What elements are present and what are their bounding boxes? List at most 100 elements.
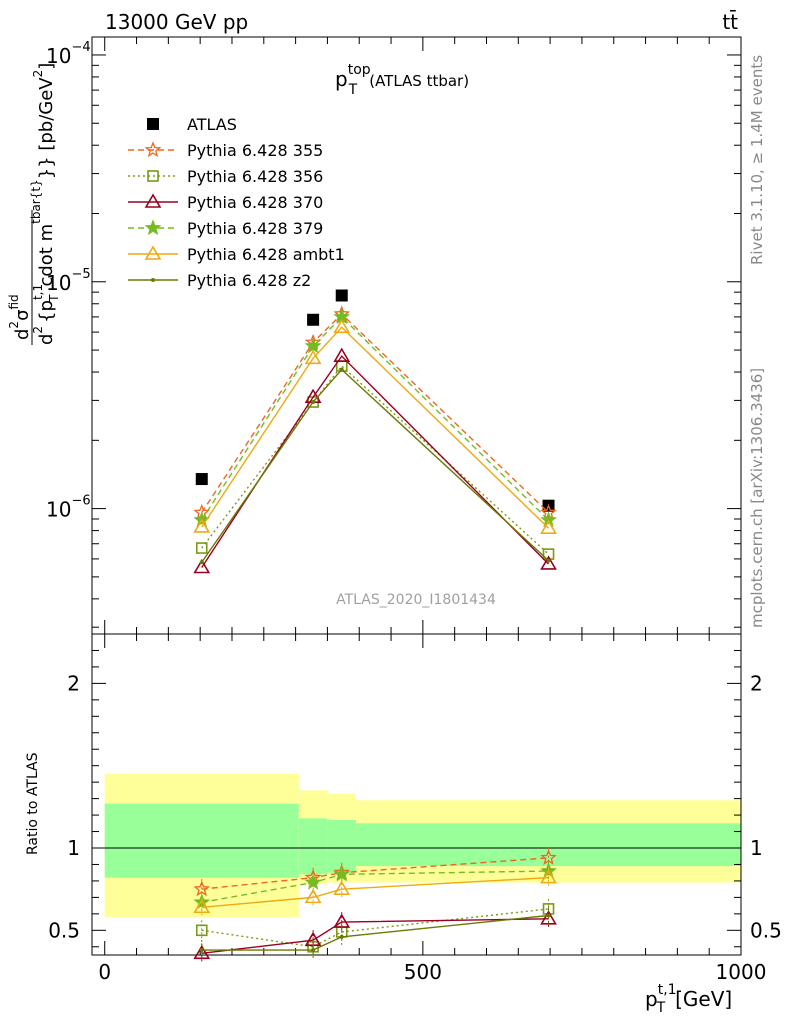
point-p370	[333, 347, 351, 362]
ratio-point-p355	[193, 880, 211, 897]
rivet-label: Rivet 3.1.10, ≥ 1.4M events	[748, 55, 766, 265]
ratio-point-ambt1	[333, 880, 351, 895]
x-label-unit: [GeV]	[675, 987, 732, 1011]
ratio-line-ambt1	[201, 876, 549, 908]
legend-item-p379: Pythia 6.428 379	[128, 219, 323, 238]
ratio-line-p370	[201, 918, 549, 955]
ratio-y-tick-label: 1	[67, 836, 80, 860]
point-z2	[339, 367, 344, 372]
legend-item-p356: Pythia 6.428 356	[128, 167, 323, 186]
ratio-y-tick-label: 2	[67, 671, 80, 695]
y-label-denominator: d2{pt,1 Tcdot mtbar{t}}} [pb/GeV2]	[29, 63, 61, 345]
x-label-sup: t,1	[658, 982, 677, 998]
ratio-series-z2	[199, 905, 551, 961]
ratio-line-p356	[201, 908, 549, 948]
series-p355	[193, 305, 557, 520]
band-inner	[298, 818, 328, 875]
ratio-point-p356	[195, 924, 208, 937]
band-inner	[104, 803, 299, 878]
legend-marker-ambt1	[144, 245, 162, 260]
main-plot-layer: 10−6 10−5 10−4	[46, 36, 742, 635]
ratio-point-p355	[540, 849, 557, 865]
legend-item-atlas: ATLAS	[147, 115, 237, 134]
point-ambt1	[193, 518, 211, 533]
legend-marker-atlas	[147, 118, 159, 130]
ratio-plot-layer: 0.5 0.5 1 1 2 2 0 500 1000	[48, 633, 782, 984]
point-p379	[304, 337, 322, 354]
ratio-y-label: Ratio to ATLAS	[25, 752, 41, 855]
y-tick-label: 10−4	[46, 40, 91, 68]
legend: ATLAS Pythia 6.428 355 Pythia 6.428 356 Pyt…	[128, 115, 345, 290]
legend-item-p355: Pythia 6.428 355	[128, 141, 323, 160]
point-atlas	[335, 289, 348, 302]
x-label-p: p	[645, 987, 658, 1011]
main-title-sup: top	[348, 62, 371, 78]
point-ambt1	[304, 349, 322, 365]
ratio-point-ambt1	[193, 898, 211, 914]
ratio-y-tick-label-right: 0.5	[750, 918, 782, 942]
y-tick-label: 10−6	[46, 494, 91, 522]
legend-label-z2: Pythia 6.428 z2	[187, 271, 311, 290]
legend-label-p356: Pythia 6.428 356	[187, 167, 323, 186]
legend-marker-z2	[151, 278, 155, 282]
point-p379	[540, 511, 557, 528]
legend-label-p370: Pythia 6.428 370	[187, 193, 323, 212]
main-title-p: p	[335, 67, 348, 91]
point-ambt1	[333, 318, 351, 334]
mcplots-label: mcplots.cern.ch [arXiv:1306.3436]	[748, 368, 766, 628]
point-ambt1	[540, 519, 557, 534]
series-line-z2	[201, 368, 550, 563]
legend-item-ambt1: Pythia 6.428 ambt1	[128, 245, 345, 264]
ratio-line-p355	[201, 857, 549, 890]
y-tick-label: 10−5	[46, 267, 91, 295]
series-line-ambt1	[201, 326, 550, 529]
legend-item-z2: Pythia 6.428 z2	[128, 271, 311, 290]
ratio-y-tick-label: 0.5	[48, 918, 80, 942]
ratio-point-ambt1	[304, 888, 322, 904]
series-line-p356	[201, 365, 549, 555]
x-tick-label: 500	[404, 960, 442, 984]
ratio-point-p370	[193, 944, 211, 960]
y-axis-label-upper: d2σfid d2{pt,1 Tcdot mtbar{t}}} [pb/GeV2]	[7, 63, 61, 345]
legend-item-p370: Pythia 6.428 370	[128, 193, 323, 212]
y-label-d: d2σfid	[7, 294, 33, 340]
point-p356	[195, 542, 208, 554]
process-label: tt̄	[722, 9, 738, 34]
x-axis-label: pt,1 T [GeV]	[645, 982, 732, 1016]
x-tick-label: 1000	[716, 960, 767, 984]
series-line-p370	[201, 355, 550, 568]
point-atlas	[307, 313, 320, 326]
energy-label: 13000 GeV pp	[105, 10, 248, 34]
legend-marker-p370	[144, 193, 162, 208]
ratio-point-z2	[311, 948, 316, 953]
x-tick-label: 0	[98, 960, 111, 984]
point-z2	[546, 558, 551, 563]
analysis-watermark: ATLAS_2020_I1801434	[336, 592, 496, 608]
series-line-p379	[201, 315, 550, 521]
legend-marker-p355	[144, 141, 162, 158]
point-p370	[540, 555, 557, 570]
legend-label-p355: Pythia 6.428 355	[187, 141, 323, 160]
series-p370	[193, 347, 557, 574]
band-inner	[356, 823, 741, 867]
ratio-point-p379	[304, 873, 322, 890]
series-ambt1	[193, 318, 557, 534]
point-z2	[199, 560, 204, 565]
series-z2	[199, 367, 551, 565]
main-title-rest: (ATLAS ttbar)	[369, 72, 469, 90]
ratio-point-p370	[540, 910, 557, 925]
ratio-point-p379	[333, 865, 351, 882]
series-line-p355	[201, 313, 550, 514]
ratio-y-tick-label-right: 2	[750, 671, 763, 695]
legend-label-ambt1: Pythia 6.428 ambt1	[187, 245, 345, 264]
legend-marker-p356	[147, 170, 159, 182]
legend-label-p379: Pythia 6.428 379	[187, 219, 323, 238]
legend-marker-p379	[144, 219, 162, 236]
point-p370	[193, 558, 211, 574]
legend-label-atlas: ATLAS	[187, 115, 237, 134]
series-p356	[195, 360, 555, 560]
ratio-point-z2	[339, 934, 344, 939]
point-atlas	[195, 473, 208, 486]
